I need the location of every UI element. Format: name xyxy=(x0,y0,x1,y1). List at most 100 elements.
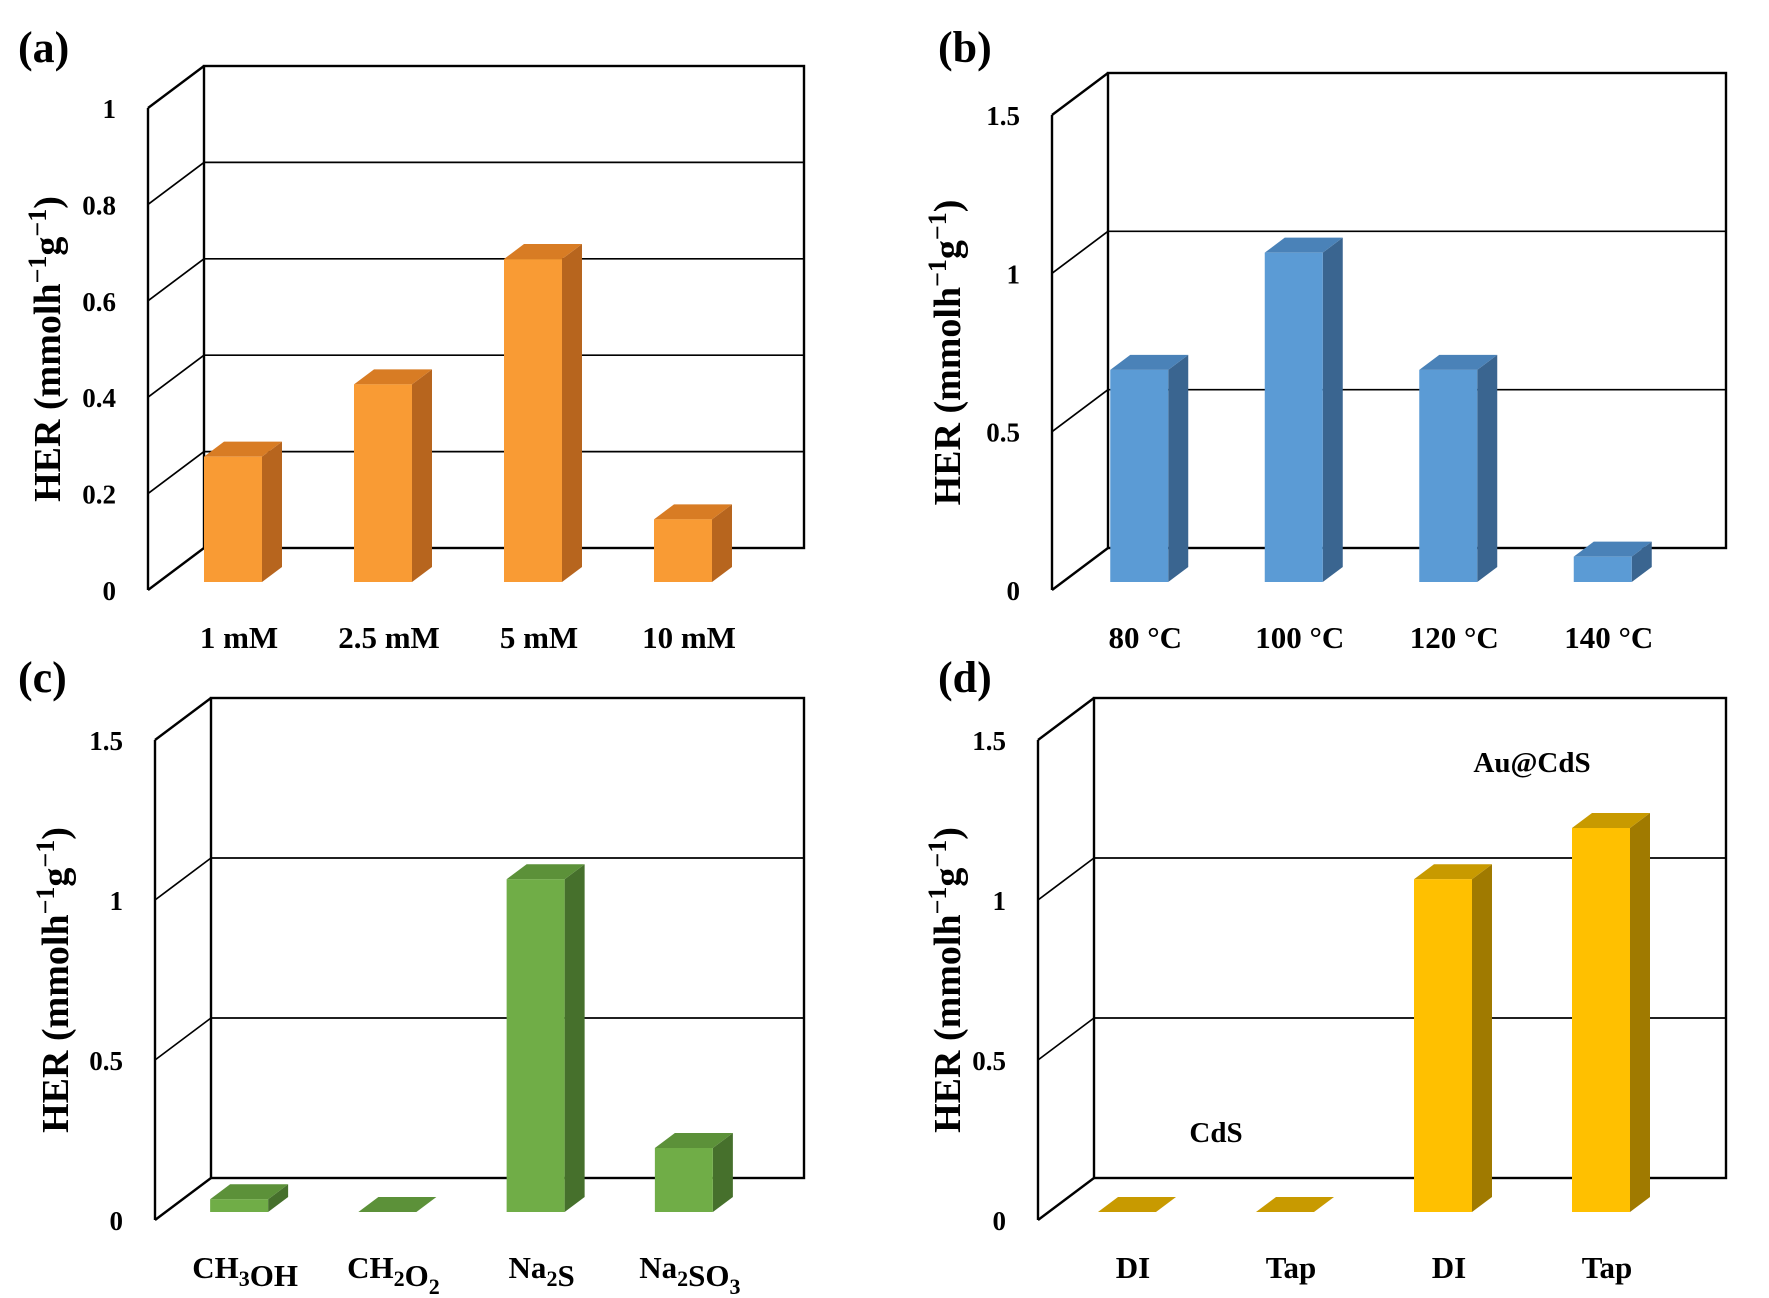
x-tick-label: Tap xyxy=(1582,1250,1633,1285)
gridline-side xyxy=(1037,857,1095,901)
y-tick-label: 0.6 xyxy=(82,287,116,317)
y-tick-label: 0 xyxy=(1007,576,1021,606)
bar-side-face xyxy=(712,504,732,582)
bar xyxy=(358,1197,437,1212)
bar-top-face xyxy=(1264,237,1343,253)
bars xyxy=(1110,237,1652,582)
bar-front-face xyxy=(504,259,562,582)
panel-label: (d) xyxy=(938,653,992,702)
bar-side-face xyxy=(564,864,585,1212)
bar xyxy=(504,244,582,582)
bar-side-face xyxy=(1472,864,1492,1212)
bar-front-face xyxy=(506,879,565,1212)
y-tick-label: 1 xyxy=(1007,259,1021,289)
top-left-edge xyxy=(1051,72,1109,116)
bar-top-face xyxy=(654,504,732,520)
gridlines xyxy=(154,857,804,1061)
gridline-side xyxy=(147,161,205,206)
gridline-side xyxy=(147,450,205,495)
bar-top-face xyxy=(1414,864,1492,880)
y-tick-label: 1.5 xyxy=(972,726,1006,756)
y-axis-label: HER (mmolh−1g−1) xyxy=(31,827,78,1133)
y-tick-label: 1.5 xyxy=(89,726,123,756)
floor-left-edge xyxy=(1051,547,1109,591)
x-tick-label: 10 mM xyxy=(642,620,736,655)
panel-label: (b) xyxy=(938,23,992,72)
bar-top-face xyxy=(1573,541,1652,557)
bar-side-face xyxy=(712,1133,733,1212)
gridline-side xyxy=(1051,230,1109,275)
gridline-side xyxy=(1051,388,1109,433)
bar-top-face xyxy=(1256,1197,1334,1212)
plot-frame xyxy=(1036,696,1728,1221)
y-axis-label: HER (mmolh−1g−1) xyxy=(923,200,970,506)
x-tick-label: Tap xyxy=(1266,1250,1317,1285)
bar xyxy=(1264,237,1343,582)
panel-label: (c) xyxy=(18,653,67,702)
top-left-edge xyxy=(147,65,205,109)
floor-left-edge xyxy=(147,547,205,591)
top-left-edge xyxy=(154,697,212,741)
back-wall xyxy=(1092,696,1728,1180)
bar xyxy=(1414,864,1492,1212)
y-tick-label: 1 xyxy=(110,886,124,916)
bar-top-face xyxy=(210,1184,289,1200)
y-tick-label: 0 xyxy=(103,576,117,606)
x-tick-label: 5 mM xyxy=(500,620,578,655)
bar-front-face xyxy=(1419,369,1478,582)
y-tick-label: 0.5 xyxy=(986,418,1020,448)
bar-top-face xyxy=(1110,354,1189,370)
chart-panel-b: (b) 0 0.5 1 1.5 HER (mmolh−1g−1) 80 °C 100 °C 12… xyxy=(923,23,1728,655)
x-tick-label: Na2SO3 xyxy=(639,1250,740,1298)
bars xyxy=(1098,813,1650,1212)
bar xyxy=(204,441,282,582)
y-tick-label: 0.2 xyxy=(82,480,116,510)
x-tick-label: 140 °C xyxy=(1564,620,1653,655)
y-tick-label: 1 xyxy=(993,886,1007,916)
panel-label: (a) xyxy=(18,23,69,72)
x-tick-label: DI xyxy=(1116,1250,1150,1285)
gridlines xyxy=(147,161,804,495)
x-tick-label: CH3OH xyxy=(192,1250,298,1293)
bar-front-face xyxy=(1264,252,1323,582)
bar xyxy=(1098,1197,1176,1212)
bars xyxy=(210,864,733,1212)
gridline-side xyxy=(154,857,212,901)
bar xyxy=(1573,541,1652,582)
y-tick-label: 0 xyxy=(110,1206,124,1236)
bar-side-face xyxy=(1630,813,1650,1212)
bar xyxy=(1419,354,1498,582)
bars xyxy=(204,244,732,582)
bar-side-face xyxy=(1477,354,1498,582)
bar xyxy=(506,864,585,1212)
x-tick-label: DI xyxy=(1432,1250,1466,1285)
y-tick-label: 0.5 xyxy=(972,1046,1006,1076)
chart-panel-d: (d) 0 0.5 1 1.5 HER (mmolh−1g−1) DI Tap DI Tap CdS… xyxy=(923,653,1728,1285)
x-tick-label: 2.5 mM xyxy=(338,620,440,655)
bar-front-face xyxy=(654,519,712,582)
back-wall xyxy=(1106,71,1728,550)
y-tick-label: 1.5 xyxy=(986,101,1020,131)
x-tick-label: CH2O2 xyxy=(347,1250,440,1298)
bar xyxy=(354,369,432,582)
y-tick-label: 0 xyxy=(993,1206,1007,1236)
bar-front-face xyxy=(654,1148,713,1212)
bar-front-face xyxy=(1110,369,1169,582)
bar-side-face xyxy=(1631,541,1652,582)
x-tick-label: 120 °C xyxy=(1410,620,1499,655)
gridlines xyxy=(1051,230,1726,433)
bar-side-face xyxy=(412,369,432,582)
bar-side-face xyxy=(262,441,282,582)
bar xyxy=(1572,813,1650,1212)
y-tick-label: 0.8 xyxy=(82,190,116,220)
bar-top-face xyxy=(204,441,282,457)
y-tick-label: 1 xyxy=(103,94,117,124)
gridline-side xyxy=(147,258,205,302)
chart-panel-c: (c) 0 0.5 1 1.5 HER (mmolh−1g−1) CH3OH CH2O2 Na2… xyxy=(18,653,806,1298)
bar-top-face xyxy=(1098,1197,1176,1212)
bar-front-face xyxy=(1414,879,1472,1212)
x-tick-label: Na2S xyxy=(509,1250,575,1293)
y-tick-label: 0.4 xyxy=(82,383,116,413)
bar-top-face xyxy=(354,369,432,385)
x-tick-label: 100 °C xyxy=(1255,620,1344,655)
